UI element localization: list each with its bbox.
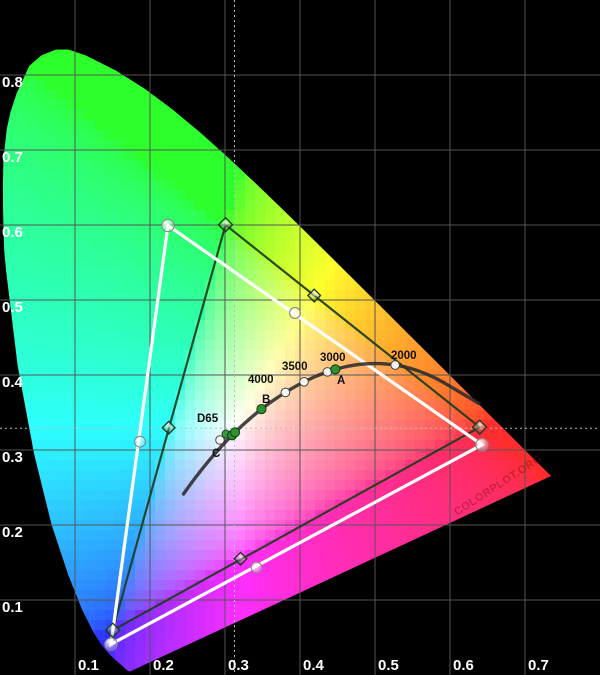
svg-text:0.4: 0.4 (2, 374, 24, 391)
svg-text:B: B (262, 394, 270, 406)
svg-text:0.6: 0.6 (2, 224, 23, 241)
svg-text:0.4: 0.4 (303, 657, 325, 674)
svg-text:C: C (212, 448, 220, 460)
svg-text:0.1: 0.1 (2, 599, 23, 616)
svg-text:0.7: 0.7 (2, 149, 23, 166)
svg-text:0.2: 0.2 (153, 657, 174, 674)
svg-text:D65: D65 (197, 413, 219, 425)
svg-text:0.3: 0.3 (228, 657, 249, 674)
svg-text:3000: 3000 (320, 352, 346, 364)
svg-text:0.1: 0.1 (78, 657, 99, 674)
svg-text:0.8: 0.8 (2, 74, 23, 91)
svg-text:4000: 4000 (248, 374, 274, 386)
svg-text:0.6: 0.6 (453, 657, 474, 674)
svg-text:3500: 3500 (282, 361, 308, 373)
svg-text:2000: 2000 (391, 350, 417, 362)
svg-text:0.5: 0.5 (2, 299, 23, 316)
svg-text:0.2: 0.2 (2, 524, 23, 541)
svg-text:0.7: 0.7 (528, 657, 549, 674)
svg-text:0.5: 0.5 (378, 657, 399, 674)
svg-text:0.3: 0.3 (2, 449, 23, 466)
svg-text:A: A (337, 375, 345, 387)
